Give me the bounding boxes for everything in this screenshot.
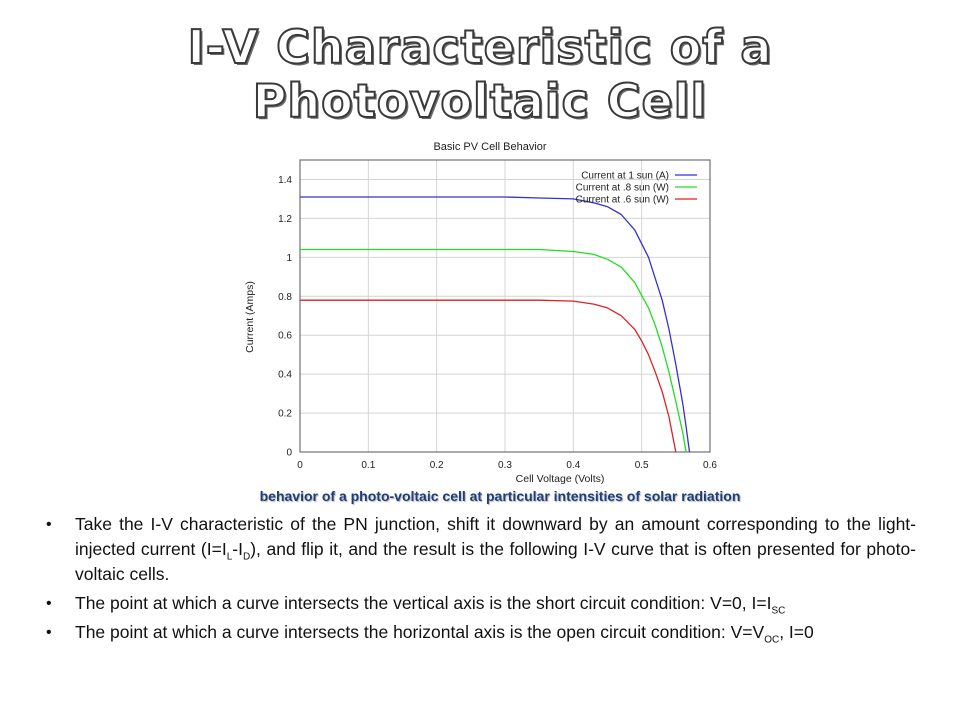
x-tick-label: 0.1	[361, 460, 375, 471]
y-tick-label: 1.4	[278, 175, 292, 186]
series-line-0	[300, 196, 691, 453]
legend: Current at 1 sun (A)Current at .8 sun (W…	[576, 171, 697, 206]
subscript: SC	[771, 605, 786, 617]
chart-title: Basic PV Cell Behavior	[433, 141, 546, 153]
chart-grid	[299, 160, 711, 453]
bullet-list: • Take the I-V characteristic of the PN j…	[46, 512, 916, 649]
y-tick-label: 0.8	[278, 292, 292, 303]
x-tick-label: 0.2	[430, 460, 444, 471]
x-tick-label: 0	[297, 460, 303, 471]
x-tick-label: 0.4	[566, 460, 580, 471]
bullet-text: The point at which a curve intersects th…	[75, 593, 772, 613]
bullet-text: ), and flip it, and the result is the fo…	[75, 539, 917, 584]
y-tick-label: 1	[286, 253, 292, 264]
bullet-text: The point at which a curve intersects th…	[75, 622, 765, 642]
x-axis-label: Cell Voltage (Volts)	[516, 473, 605, 485]
series-line-2	[300, 299, 677, 453]
legend-label: Current at .8 sun (W)	[576, 183, 669, 194]
series-lines	[300, 196, 691, 453]
bullet-dot: •	[46, 624, 52, 641]
y-axis-label: Current (Amps)	[244, 281, 256, 353]
legend-label: Current at .6 sun (W)	[576, 195, 669, 206]
figure-caption: behavior of a photo-voltaic cell at part…	[259, 488, 741, 504]
x-tick-label: 0.3	[498, 460, 512, 471]
bullet-item: • Take the I-V characteristic of the PN j…	[46, 512, 916, 587]
y-tick-label: 0.2	[278, 409, 292, 420]
y-tick-label: 0.4	[278, 370, 292, 381]
bullet-text: , I=0	[779, 622, 814, 642]
y-tick-label: 0.6	[278, 331, 292, 342]
subscript: L	[226, 551, 233, 563]
bullet-dot: •	[46, 516, 52, 533]
bullet-item: • The point at which a curve intersects t…	[46, 591, 916, 616]
plot-frame	[299, 159, 711, 453]
y-tick-label: 1.2	[278, 214, 292, 225]
series-line-1	[300, 248, 687, 453]
y-tick-label: 0	[286, 448, 292, 459]
bullet-item: • The point at which a curve intersects t…	[46, 620, 916, 645]
slide-title: I-V Characteristic of a Photovoltaic Cel…	[187, 19, 773, 129]
axis-ticks: 0 0.1 0.2 0.3 0.4 0.5 0.6 0 0.2 0.4 0.6 0.8 1 1.2 1.4	[278, 175, 717, 471]
x-tick-label: 0.5	[635, 460, 649, 471]
subscript: OC	[764, 634, 780, 646]
bullet-text: -I	[232, 539, 243, 559]
bullet-text: Take the I-V characteristic of the PN ju…	[75, 514, 916, 559]
pv-chart: Basic PV Cell Behavior 0 0.1 0.2 0.3 0.4 0.5 0…	[244, 141, 717, 485]
legend-label: Current at 1 sun (A)	[581, 171, 669, 182]
x-tick-label: 0.6	[703, 460, 717, 471]
subscript: D	[242, 551, 251, 563]
bullet-dot: •	[46, 595, 52, 612]
